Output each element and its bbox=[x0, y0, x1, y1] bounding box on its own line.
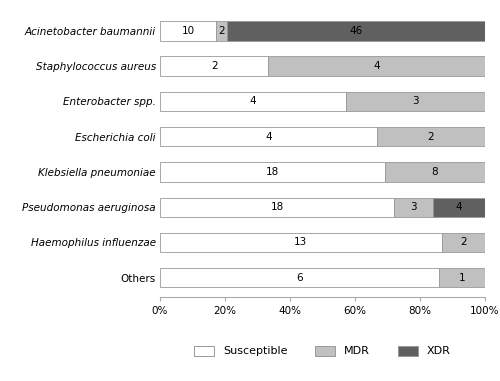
Bar bbox=[442, 233, 485, 252]
Bar bbox=[160, 197, 394, 217]
Legend: Susceptible, MDR, XDR: Susceptible, MDR, XDR bbox=[194, 346, 450, 356]
Bar bbox=[433, 197, 485, 217]
Text: 3: 3 bbox=[410, 202, 417, 212]
Text: 3: 3 bbox=[412, 96, 418, 106]
Bar bbox=[160, 268, 438, 288]
Text: 18: 18 bbox=[266, 167, 279, 177]
Text: 4: 4 bbox=[265, 132, 272, 142]
Text: 2: 2 bbox=[218, 26, 225, 36]
Bar bbox=[385, 162, 485, 182]
Bar bbox=[160, 162, 385, 182]
Text: 46: 46 bbox=[350, 26, 362, 36]
Bar bbox=[216, 21, 227, 40]
Text: 4: 4 bbox=[250, 96, 256, 106]
Bar bbox=[160, 127, 376, 146]
Text: 10: 10 bbox=[182, 26, 194, 36]
Text: 2: 2 bbox=[211, 61, 218, 71]
Text: 4: 4 bbox=[456, 202, 462, 212]
Bar bbox=[227, 21, 485, 40]
Bar bbox=[160, 21, 216, 40]
Text: 2: 2 bbox=[428, 132, 434, 142]
Bar bbox=[160, 56, 268, 76]
Text: 18: 18 bbox=[270, 202, 283, 212]
Text: 2: 2 bbox=[460, 237, 466, 248]
Bar bbox=[268, 56, 485, 76]
Bar bbox=[160, 233, 442, 252]
Bar bbox=[394, 197, 433, 217]
Text: 13: 13 bbox=[294, 237, 308, 248]
Text: 6: 6 bbox=[296, 273, 302, 283]
Text: 1: 1 bbox=[458, 273, 465, 283]
Bar bbox=[438, 268, 485, 288]
Text: 4: 4 bbox=[374, 61, 380, 71]
Bar bbox=[346, 92, 485, 111]
Bar bbox=[376, 127, 485, 146]
Text: 8: 8 bbox=[432, 167, 438, 177]
Bar bbox=[160, 92, 346, 111]
